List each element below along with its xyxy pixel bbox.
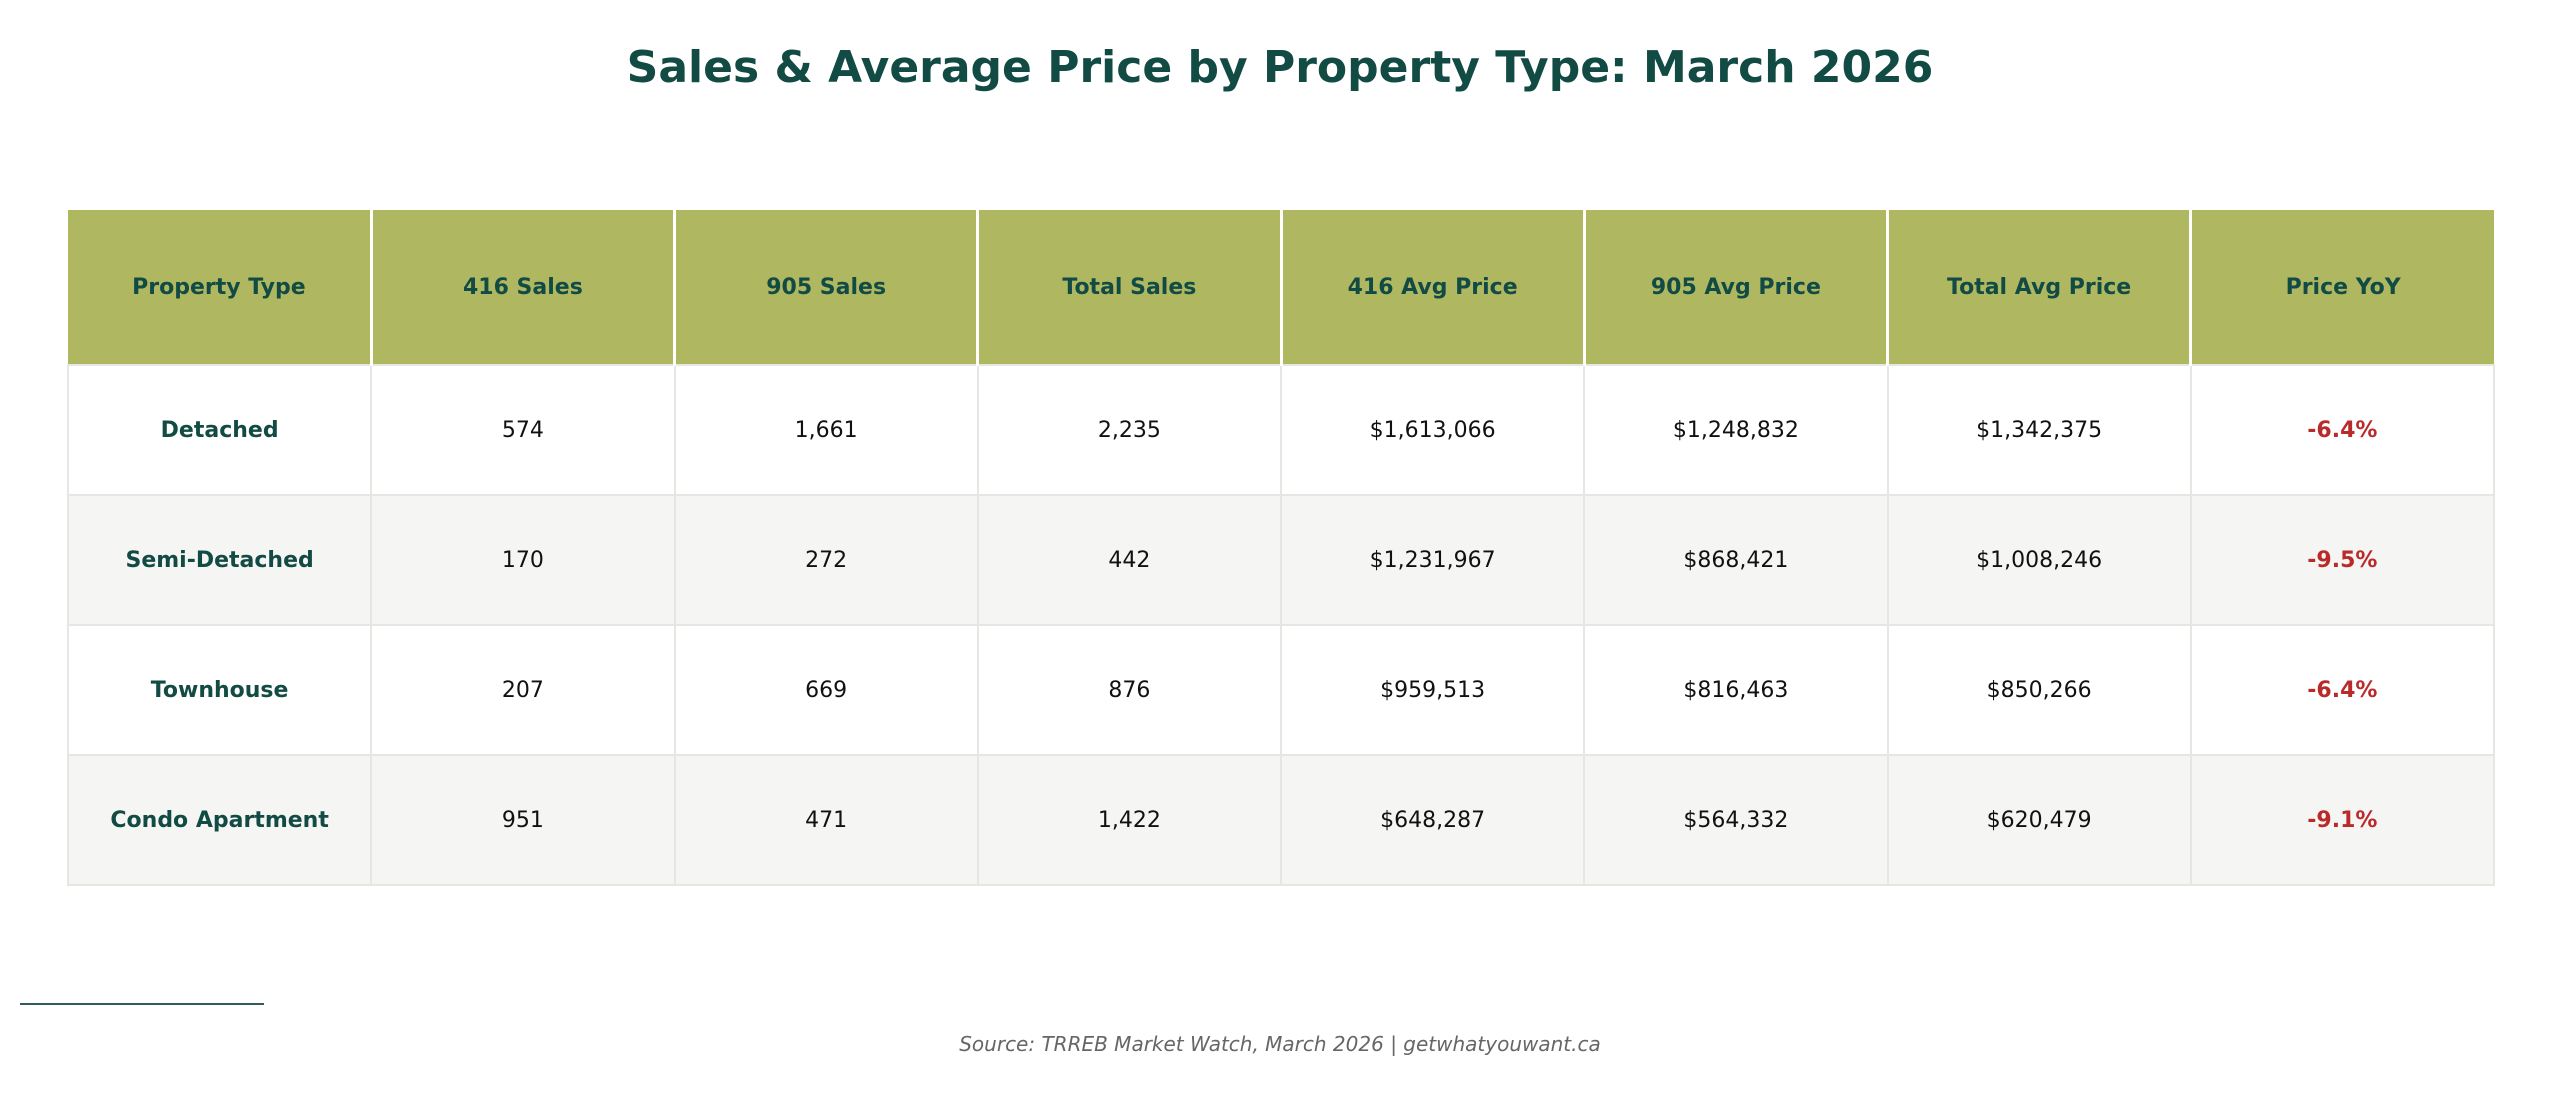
property-type-cell: Condo Apartment	[66, 754, 373, 886]
price-yoy-cell: -6.4%	[2189, 364, 2496, 496]
total-sales-cell: 876	[976, 624, 1283, 756]
sales-905-cell: 272	[673, 494, 979, 626]
column-header: Total Avg Price	[1885, 210, 2193, 365]
total-avg-price-cell: $620,479	[1886, 754, 2192, 886]
column-header: Total Sales	[976, 210, 1283, 365]
avg-price-416-cell: $648,287	[1279, 754, 1586, 886]
price-yoy-cell: -9.1%	[2189, 754, 2496, 886]
page-title: Sales & Average Price by Property Type: …	[626, 42, 1934, 93]
sales-905-cell: 669	[673, 624, 979, 756]
sales-416-cell: 170	[370, 494, 676, 626]
sales-905-cell: 1,661	[673, 364, 979, 496]
footer-divider	[20, 1003, 264, 1005]
property-type-cell: Townhouse	[66, 624, 373, 756]
total-avg-price-cell: $850,266	[1886, 624, 2192, 756]
column-header: Price YoY	[2189, 210, 2494, 365]
sales-416-cell: 207	[370, 624, 676, 756]
column-header: 905 Sales	[672, 210, 980, 365]
source-note: Source: TRREB Market Watch, March 2026 |…	[959, 1032, 1601, 1056]
avg-price-905-cell: $868,421	[1583, 494, 1889, 626]
avg-price-416-cell: $1,613,066	[1279, 364, 1586, 496]
data-table: Property Type 416 Sales 905 Sales Total …	[66, 210, 2496, 886]
total-avg-price-cell: $1,342,375	[1886, 364, 2192, 496]
total-sales-cell: 442	[976, 494, 1283, 626]
table-row: Semi-Detached 170 272 442 $1,231,967 $86…	[66, 494, 2496, 626]
column-header: Property Type	[68, 210, 373, 365]
price-yoy-cell: -6.4%	[2189, 624, 2496, 756]
table-row: Detached 574 1,661 2,235 $1,613,066 $1,2…	[66, 364, 2496, 496]
avg-price-905-cell: $1,248,832	[1583, 364, 1889, 496]
header-row: Property Type 416 Sales 905 Sales Total …	[68, 210, 2494, 365]
avg-price-416-cell: $959,513	[1279, 624, 1586, 756]
property-type-cell: Detached	[66, 364, 373, 496]
avg-price-416-cell: $1,231,967	[1279, 494, 1586, 626]
total-avg-price-cell: $1,008,246	[1886, 494, 2192, 626]
column-header: 416 Sales	[369, 210, 677, 365]
table-row: Condo Apartment 951 471 1,422 $648,287 $…	[66, 754, 2496, 886]
total-sales-cell: 2,235	[976, 364, 1283, 496]
total-sales-cell: 1,422	[976, 754, 1283, 886]
column-header: 416 Avg Price	[1279, 210, 1586, 365]
sales-905-cell: 471	[673, 754, 979, 886]
avg-price-905-cell: $816,463	[1583, 624, 1889, 756]
sales-416-cell: 951	[370, 754, 676, 886]
sales-416-cell: 574	[370, 364, 676, 496]
property-type-cell: Semi-Detached	[66, 494, 373, 626]
table-row: Townhouse 207 669 876 $959,513 $816,463 …	[66, 624, 2496, 756]
price-yoy-cell: -9.5%	[2189, 494, 2496, 626]
column-header: 905 Avg Price	[1582, 210, 1890, 365]
avg-price-905-cell: $564,332	[1583, 754, 1889, 886]
